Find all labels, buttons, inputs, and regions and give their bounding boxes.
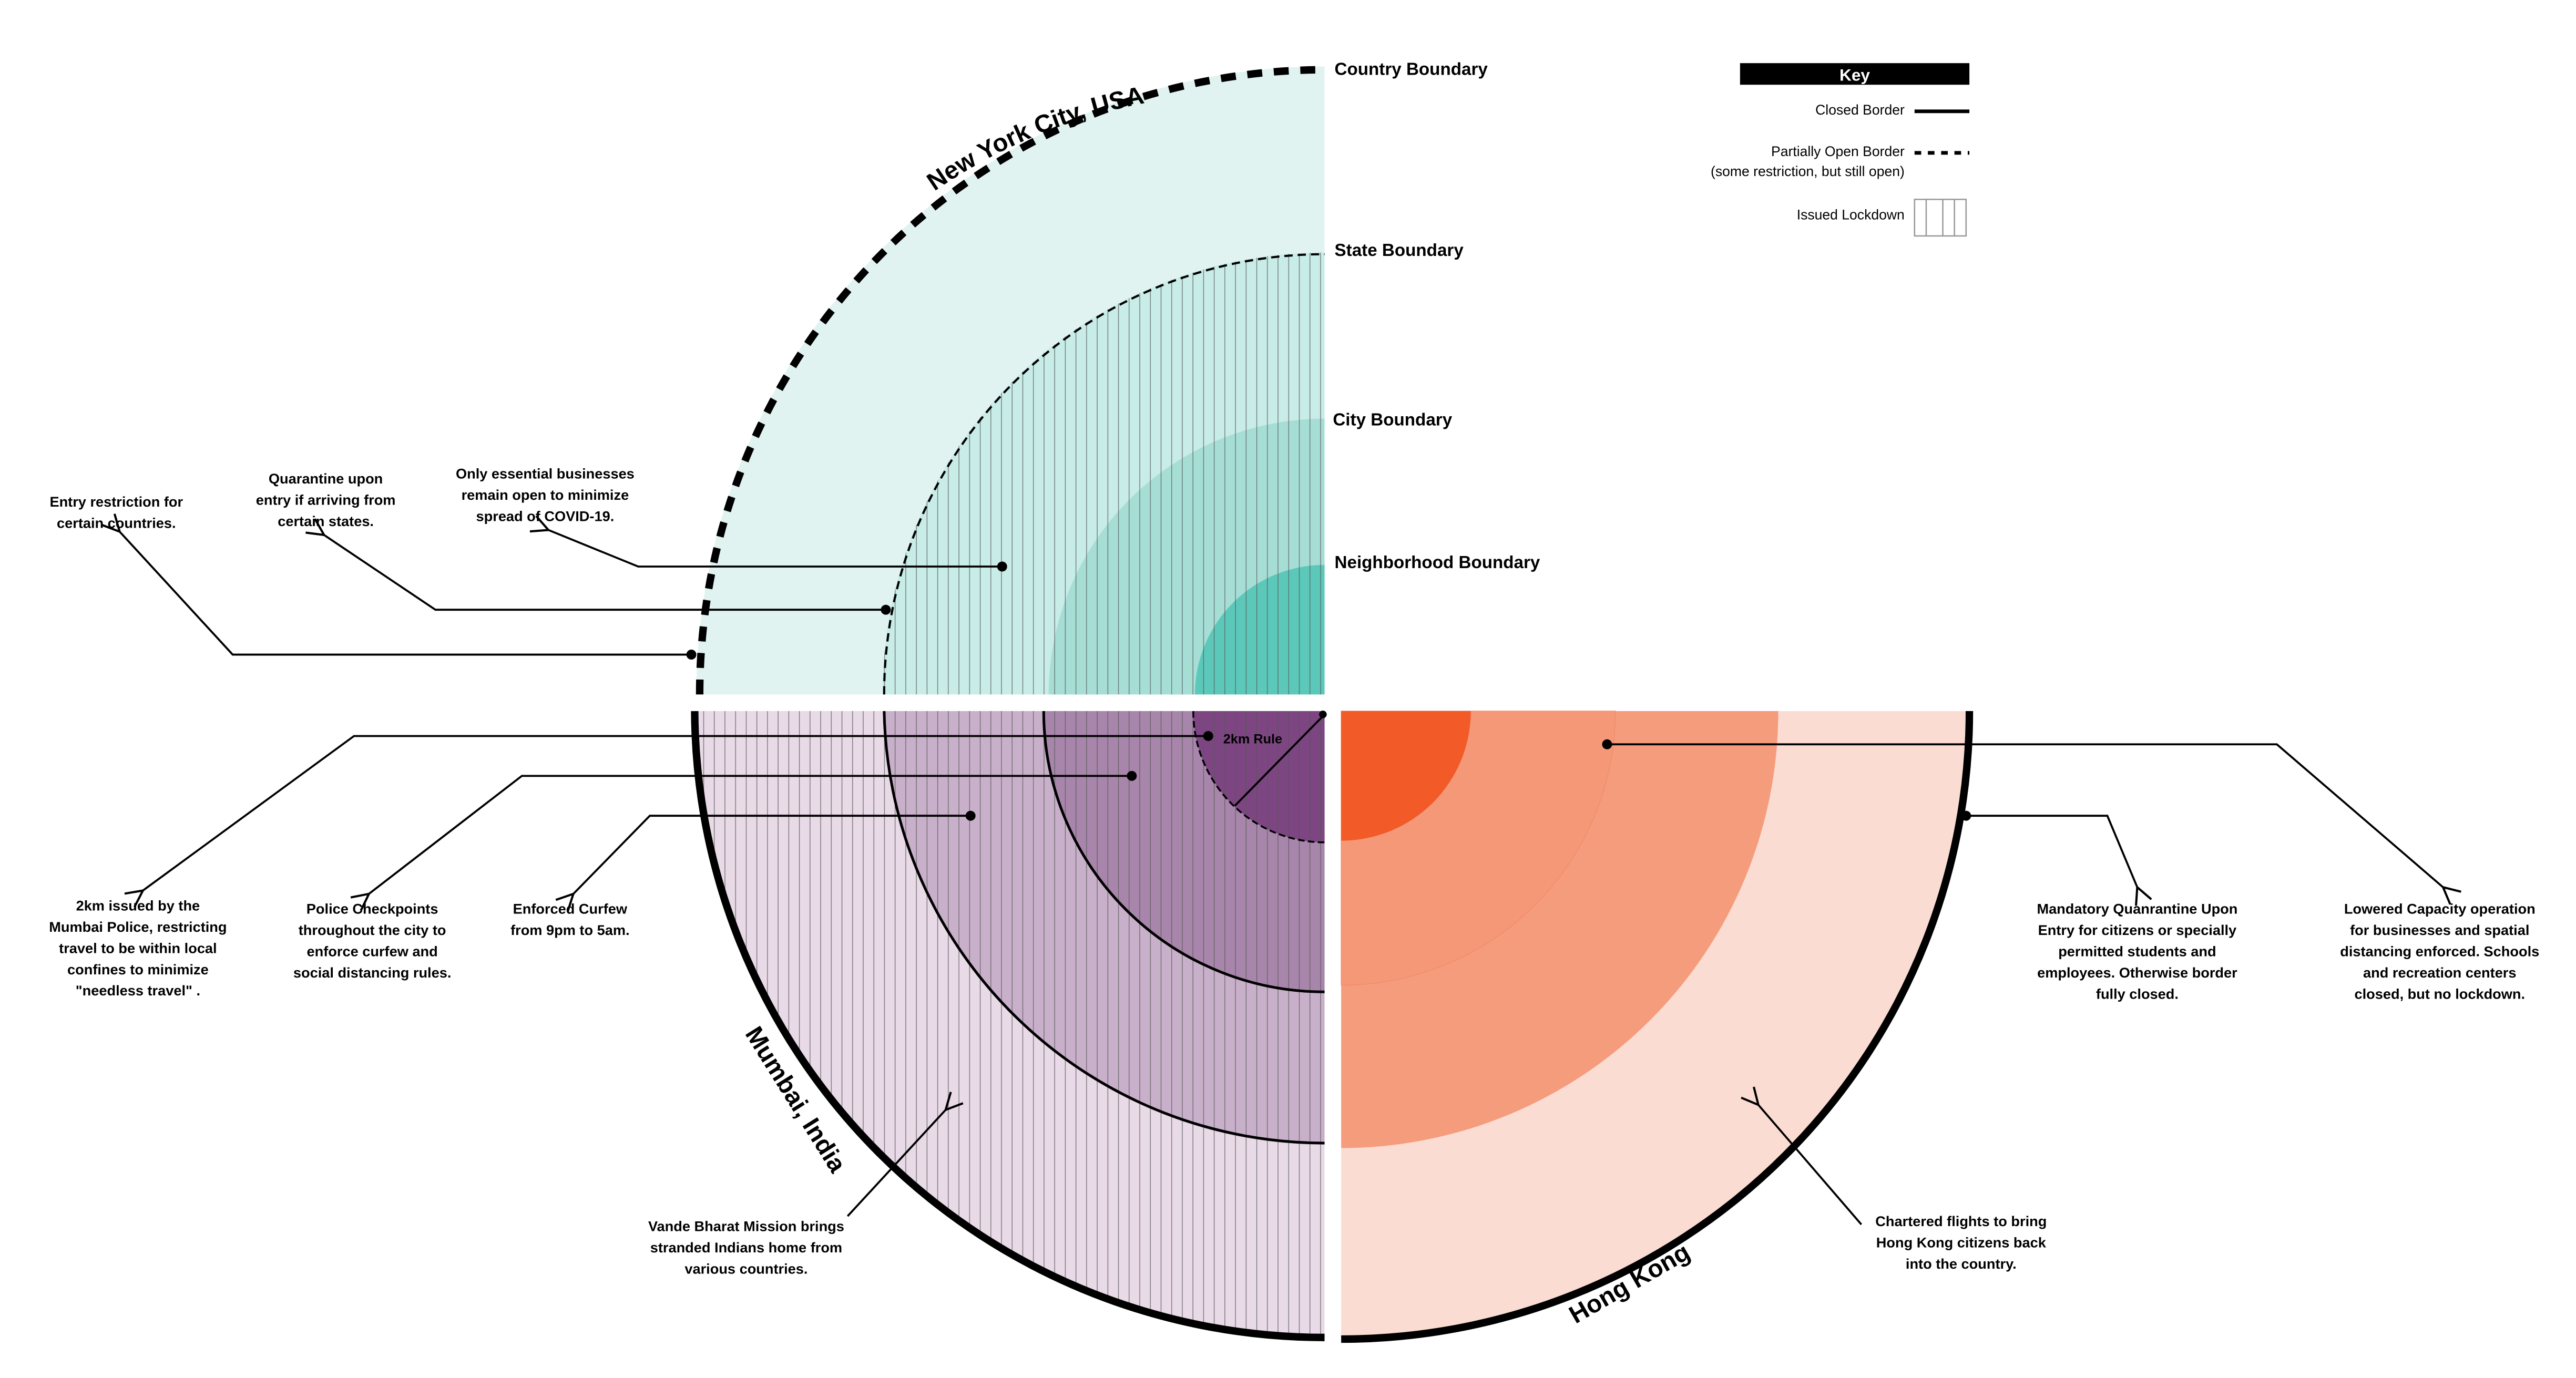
label-city-boundary: City Boundary: [1333, 410, 1452, 429]
note-line: distancing enforced. Schools: [2340, 943, 2539, 960]
note-line: spread of COVID-19.: [476, 508, 615, 524]
nyc-country-border-partial: [696, 66, 1325, 695]
note-line: for businesses and spatial: [2350, 922, 2529, 938]
nyc-lockdown-hatch: [882, 252, 1325, 695]
note-line: Chartered flights to bring: [1875, 1213, 2047, 1229]
legend-closed-label: Closed Border: [1815, 102, 1905, 118]
note-twokm: 2km issued by the Mumbai Police, restrict…: [49, 897, 227, 999]
note-line: "needless travel" .: [76, 982, 200, 999]
hongkong-quadrant: Hong Kong: [1341, 711, 1974, 1343]
note-line: travel to be within local: [59, 940, 217, 956]
note-line: certain countries.: [57, 515, 176, 531]
dot-hk-capacity: [1602, 739, 1612, 749]
note-line: Hong Kong citizens back: [1876, 1235, 2047, 1251]
mumbai-city-border-closed: [1042, 711, 1325, 993]
note-line: into the country.: [1906, 1256, 2017, 1272]
note-curfew: Enforced Curfew from 9pm to 5am.: [510, 901, 629, 938]
nyc-state-border-partial: [883, 253, 1325, 695]
note-line: and recreation centers: [2363, 964, 2516, 981]
note-line: certain states.: [278, 513, 374, 529]
label-state-boundary: State Boundary: [1335, 241, 1464, 260]
two-km-rule-dot: [1319, 711, 1327, 718]
label-neighborhood-boundary: Neighborhood Boundary: [1335, 553, 1540, 572]
note-vande: Vande Bharat Mission brings stranded Indi…: [648, 1218, 844, 1277]
note-line: Vande Bharat Mission brings: [648, 1218, 844, 1235]
note-line: permitted students and: [2058, 943, 2216, 960]
leader-quarantine: [324, 535, 886, 611]
leader-entry: [120, 532, 692, 656]
mumbai-lockdown-hatch: [696, 711, 1325, 1340]
note-line: Mumbai Police, restricting: [49, 919, 227, 935]
mumbai-country-border-closed: [691, 711, 1325, 1341]
mumbai-neighborhood-border-partial: [1192, 711, 1325, 844]
hk-neighborhood-area: [1341, 711, 1471, 841]
note-line: stranded Indians home from: [650, 1239, 842, 1256]
dot-quarantine: [881, 604, 891, 615]
legend: Key Closed Border Partially Open Border …: [1711, 63, 1970, 237]
two-km-rule-line: [1234, 714, 1325, 807]
leader-lines: [120, 530, 2443, 1226]
legend-partial-note: (some restriction, but still open): [1711, 163, 1905, 179]
mumbai-quadrant: 2km Rule Mumbai, India: [691, 711, 1327, 1341]
note-line: Lowered Capacity operation: [2344, 901, 2536, 917]
note-entry: Entry restriction for certain countries.: [49, 493, 183, 531]
note-line: closed, but no lockdown.: [2354, 986, 2525, 1002]
note-line: Only essential businesses: [456, 465, 635, 481]
note-line: Entry for citizens or specially: [2038, 922, 2237, 938]
nyc-quadrant: New York City, USA: [696, 66, 1325, 695]
note-hk-quarantine: Mandatory Quanrantine Upon Entry for citi…: [2037, 901, 2237, 1002]
note-quarantine: Quarantine upon entry if arriving from cer…: [256, 470, 396, 529]
label-country-boundary: Country Boundary: [1335, 59, 1488, 79]
note-police: Police Checkpoints throughout the city to…: [293, 901, 452, 981]
note-line: confines to minimize: [67, 961, 209, 978]
leader-hk-flights: [1759, 1105, 1863, 1226]
leader-vande: [846, 1110, 946, 1217]
dot-hk-quarantine: [1961, 810, 1971, 821]
leader-essential: [548, 530, 1003, 568]
legend-header: [1740, 63, 1970, 85]
note-line: fully closed.: [2096, 986, 2179, 1002]
note-line: throughout the city to: [299, 922, 446, 938]
legend-partial-label: Partially Open Border: [1771, 143, 1905, 159]
note-line: remain open to minimize: [462, 487, 629, 503]
dot-police: [1127, 770, 1137, 781]
note-hk-capacity: Lowered Capacity operation for businesses…: [2340, 901, 2539, 1002]
legend-lockdown-label: Issued Lockdown: [1797, 207, 1905, 222]
dot-entry: [686, 650, 697, 660]
legend-title: Key: [1839, 65, 1870, 84]
note-line: Quarantine upon: [269, 470, 383, 487]
note-line: Entry restriction for: [49, 493, 183, 510]
dot-twokm: [1203, 731, 1213, 741]
leader-police: [369, 775, 1132, 893]
note-line: social distancing rules.: [293, 964, 452, 981]
leader-curfew: [574, 815, 971, 894]
leader-hk-capacity: [1607, 743, 2443, 887]
note-line: from 9pm to 5am.: [510, 922, 629, 938]
note-essential: Only essential businesses remain open to …: [456, 465, 635, 524]
note-line: entry if arriving from: [256, 491, 396, 508]
note-line: various countries.: [684, 1260, 807, 1277]
note-line: enforce curfew and: [307, 943, 438, 960]
dot-essential: [997, 561, 1007, 572]
leader-hk-quarantine: [1966, 815, 2138, 887]
leader-twokm: [143, 735, 1209, 890]
note-line: employees. Otherwise border: [2037, 964, 2237, 981]
note-line: Enforced Curfew: [513, 901, 628, 917]
two-km-rule-label: 2km Rule: [1223, 732, 1282, 747]
dot-curfew: [965, 810, 976, 821]
note-line: Mandatory Quanrantine Upon: [2037, 901, 2237, 917]
hk-country-border-closed: [1341, 711, 1974, 1343]
note-line: 2km issued by the: [76, 897, 200, 913]
note-hk-flights: Chartered flights to bring Hong Kong citi…: [1875, 1213, 2047, 1272]
legend-lockdown-swatch: [1914, 199, 1967, 237]
note-line: Police Checkpoints: [306, 901, 438, 917]
